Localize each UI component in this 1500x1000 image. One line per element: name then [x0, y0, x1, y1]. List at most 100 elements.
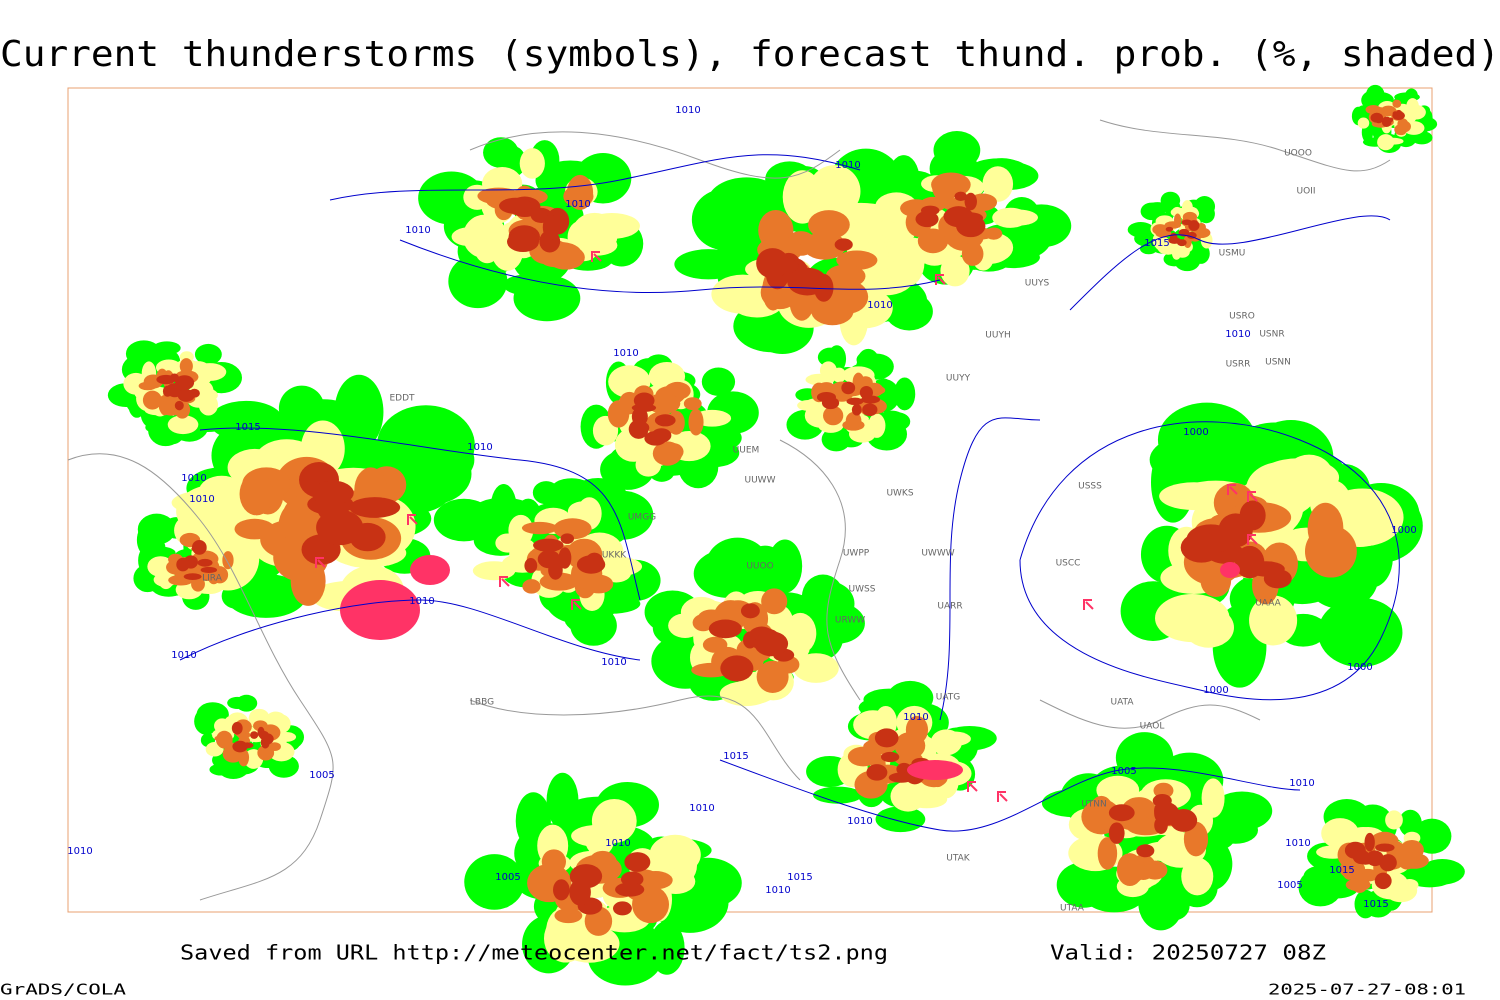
shading-cell [1321, 818, 1359, 849]
shading-cell [179, 358, 193, 375]
shading-cell [231, 721, 243, 735]
shading-cell [162, 385, 173, 397]
shading-cell [250, 731, 259, 739]
shading-cell [985, 227, 1003, 240]
title: Current thunderstorms (symbols), forecas… [0, 34, 1500, 75]
thunderstorm-symbol [1247, 534, 1258, 545]
isobar-label: 1010 [181, 473, 206, 484]
shading-cell [1239, 500, 1266, 531]
shading-cell [1180, 532, 1223, 563]
station-code: UAAA [1255, 599, 1281, 609]
shading-cell [290, 556, 326, 606]
shading-cell [239, 472, 274, 516]
shading-cell [720, 655, 754, 682]
shading-cell [1263, 569, 1292, 589]
shading-cell [936, 731, 971, 747]
isobar-label: 1010 [405, 225, 430, 236]
shading-cell [349, 497, 401, 518]
shading-cell [628, 419, 649, 439]
shading-cell [558, 547, 572, 569]
shading-cell [1136, 844, 1155, 858]
shading-cell [1365, 84, 1385, 105]
shading-cell [701, 367, 736, 396]
thunderstorm-symbol [499, 576, 510, 587]
storm-area [410, 555, 450, 585]
station-code: UATA [1110, 698, 1134, 708]
isobar-label: 1010 [565, 199, 590, 210]
shading-cell [1140, 841, 1192, 862]
shading-cell [1406, 869, 1453, 888]
shading-cell [1169, 232, 1178, 244]
shading-cell [692, 614, 714, 632]
isobar-label: 1000 [1203, 685, 1228, 696]
shading-cell [793, 653, 839, 683]
shading-cell [507, 231, 539, 253]
shading-cell [1134, 230, 1160, 247]
isobar-label: 1015 [235, 422, 260, 433]
station-code: UWSS [849, 585, 876, 595]
shading-cell [754, 631, 789, 657]
shading-cell [834, 238, 853, 251]
shading-cell [1382, 120, 1390, 126]
shading-cell [633, 392, 655, 409]
shading-cell [553, 879, 570, 901]
isobar-label: 1015 [1363, 899, 1388, 910]
shading-cell [147, 556, 174, 577]
shading-cell [1165, 226, 1174, 232]
shading-cell [813, 786, 863, 804]
shading-cell [1357, 117, 1370, 129]
shading-cell [542, 214, 559, 240]
shading-cell [688, 408, 704, 436]
shading-cell [553, 518, 592, 540]
shading-cell [156, 374, 176, 385]
isobar-label: 1010 [67, 846, 92, 857]
shading-cell [819, 361, 837, 380]
isobar-label: 1010 [1289, 778, 1314, 789]
shading-cell [533, 538, 564, 552]
shading-cell [222, 551, 234, 570]
station-code: UUWW [745, 476, 776, 486]
shading-cell [841, 381, 856, 395]
station-code: UKKK [602, 551, 627, 561]
thunderstorm-symbol [935, 274, 946, 285]
station-code: UOOO [1284, 149, 1312, 159]
shading-cell [532, 481, 560, 505]
isobar-label: 1005 [1277, 880, 1302, 891]
shading-cell [571, 825, 622, 847]
shading-cell [943, 209, 961, 223]
isobar-label: 1010 [867, 300, 892, 311]
shading-cell [894, 377, 916, 411]
isobar-label: 1010 [189, 494, 214, 505]
shading-cell [638, 871, 673, 890]
shading-cell [200, 566, 218, 574]
shading-cell [1249, 595, 1298, 646]
station-code: URWW [835, 616, 865, 626]
shading-cell [1374, 872, 1392, 890]
shading-cell [711, 274, 775, 314]
shading-cell [858, 376, 873, 389]
shading-cell [888, 155, 920, 203]
station-code: LIRA [202, 574, 223, 584]
shading-cell [1392, 99, 1402, 108]
shading-cell [265, 711, 286, 727]
shading-cell [708, 619, 742, 639]
shading-cell [513, 275, 581, 322]
shading-cell [846, 397, 864, 406]
shading-cell [560, 533, 575, 544]
shading-cell [615, 882, 645, 897]
shading-cell [632, 885, 670, 924]
shading-cell [954, 191, 968, 202]
coastline [1039, 699, 1261, 729]
isobar-label: 1015 [787, 872, 812, 883]
station-code: UATG [936, 693, 961, 703]
shading-cell [194, 343, 222, 365]
station-code: UWWW [921, 549, 954, 559]
shading-cell [874, 728, 899, 748]
station-code: USRO [1229, 312, 1255, 322]
isobar-label: 1010 [835, 160, 860, 171]
shading-cell [563, 185, 594, 208]
station-code: UTNN [1081, 800, 1107, 810]
shading-cell [1364, 832, 1375, 852]
shading-cell [1176, 239, 1187, 247]
station-code: UMGG [628, 513, 656, 523]
